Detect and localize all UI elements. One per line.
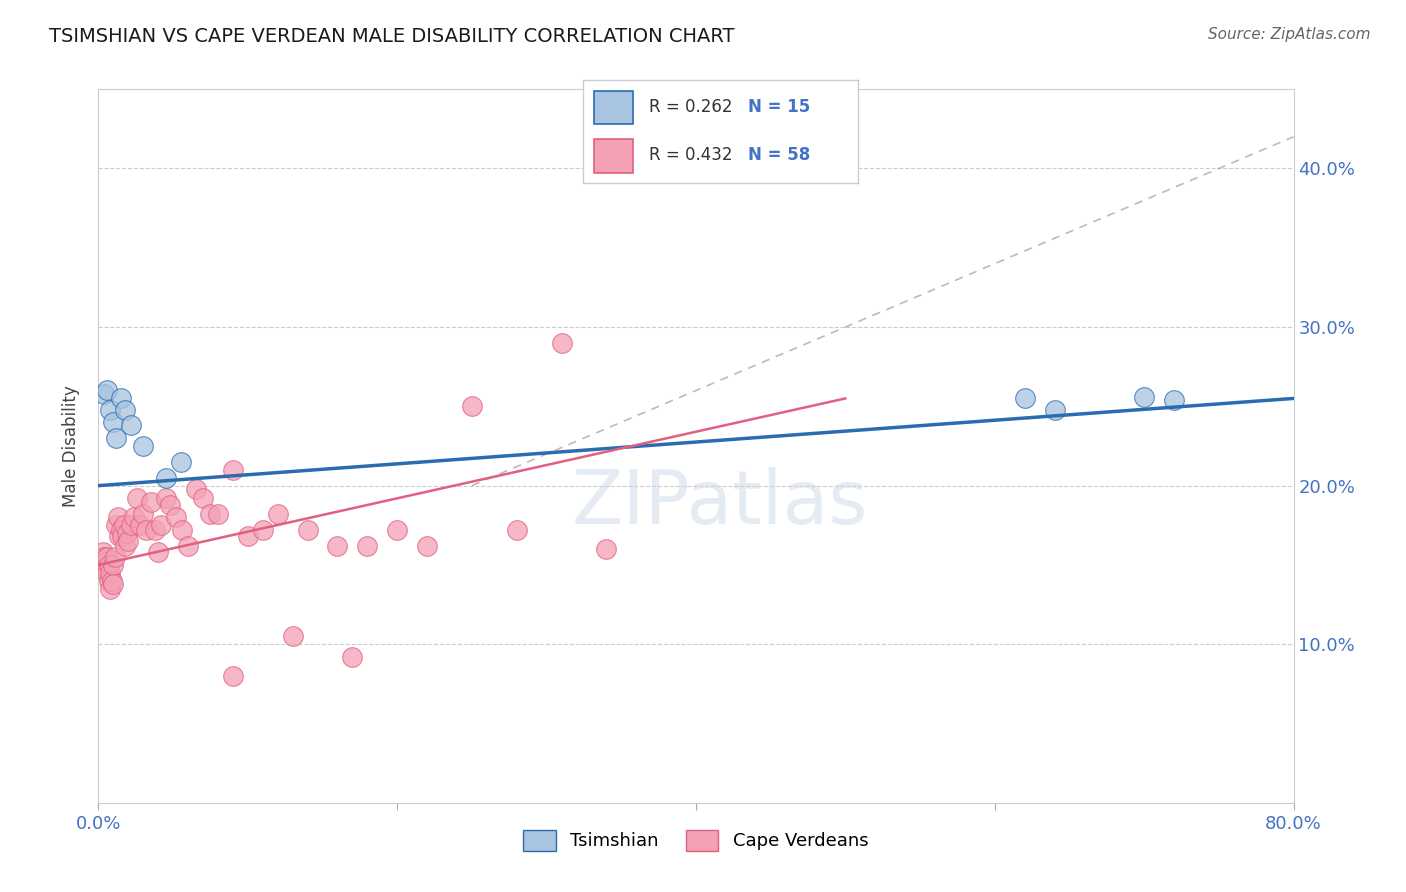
Point — [342, 649, 364, 664]
Point — [356, 539, 378, 553]
Point — [267, 507, 290, 521]
Point — [155, 491, 177, 506]
Point — [165, 510, 187, 524]
Point — [155, 471, 177, 485]
Point — [120, 418, 142, 433]
Point — [96, 549, 118, 564]
Point — [135, 523, 157, 537]
Point — [207, 507, 229, 521]
Point — [94, 561, 117, 575]
Point — [110, 523, 132, 537]
Point — [177, 539, 200, 553]
Point — [103, 577, 125, 591]
Point — [1163, 392, 1185, 407]
Point — [143, 523, 166, 537]
Point — [115, 526, 138, 541]
Legend: Tsimshian, Cape Verdeans: Tsimshian, Cape Verdeans — [516, 822, 876, 858]
Point — [252, 523, 274, 537]
Point — [200, 507, 222, 521]
Point — [97, 574, 120, 588]
Point — [114, 402, 136, 417]
Point — [112, 518, 135, 533]
Text: ZIPatlas: ZIPatlas — [572, 467, 868, 540]
Point — [117, 534, 139, 549]
FancyBboxPatch shape — [595, 139, 633, 173]
Point — [97, 558, 120, 572]
Point — [385, 523, 409, 537]
Point — [297, 523, 319, 537]
Point — [96, 566, 118, 580]
Point — [416, 539, 439, 553]
Point — [595, 542, 617, 557]
Text: R = 0.432: R = 0.432 — [650, 146, 733, 164]
Point — [104, 549, 127, 564]
Point — [148, 545, 170, 559]
Point — [98, 402, 122, 417]
Point — [105, 431, 128, 445]
Point — [108, 529, 131, 543]
Point — [326, 539, 349, 553]
Point — [461, 400, 484, 414]
Point — [93, 549, 115, 564]
Text: Source: ZipAtlas.com: Source: ZipAtlas.com — [1208, 27, 1371, 42]
Point — [98, 566, 122, 580]
Point — [1014, 392, 1036, 406]
Point — [93, 386, 115, 401]
Point — [1043, 402, 1066, 417]
Point — [107, 510, 129, 524]
Point — [124, 510, 146, 524]
Point — [150, 518, 173, 533]
Point — [172, 523, 194, 537]
Y-axis label: Male Disability: Male Disability — [62, 385, 80, 507]
Point — [129, 518, 152, 533]
Point — [132, 439, 155, 453]
Point — [114, 539, 136, 553]
Point — [159, 498, 181, 512]
Point — [236, 529, 259, 543]
Text: N = 58: N = 58 — [748, 146, 810, 164]
FancyBboxPatch shape — [595, 91, 633, 124]
Point — [120, 518, 142, 533]
Point — [96, 384, 118, 398]
Point — [127, 491, 149, 506]
Text: R = 0.262: R = 0.262 — [650, 98, 733, 116]
Point — [105, 518, 128, 533]
Point — [222, 463, 245, 477]
Point — [103, 415, 125, 429]
Point — [110, 392, 132, 406]
Point — [94, 555, 117, 569]
Point — [191, 491, 214, 506]
Point — [91, 545, 114, 559]
Point — [132, 507, 155, 521]
Point — [1133, 390, 1156, 404]
Point — [222, 669, 245, 683]
Point — [101, 574, 124, 588]
Text: N = 15: N = 15 — [748, 98, 810, 116]
Point — [98, 582, 122, 596]
Point — [281, 629, 304, 643]
Point — [184, 482, 207, 496]
Point — [111, 529, 134, 543]
Text: TSIMSHIAN VS CAPE VERDEAN MALE DISABILITY CORRELATION CHART: TSIMSHIAN VS CAPE VERDEAN MALE DISABILIT… — [49, 27, 735, 45]
Point — [550, 335, 572, 350]
Point — [169, 455, 191, 469]
Point — [139, 494, 162, 508]
Point — [103, 558, 125, 572]
Point — [506, 523, 529, 537]
